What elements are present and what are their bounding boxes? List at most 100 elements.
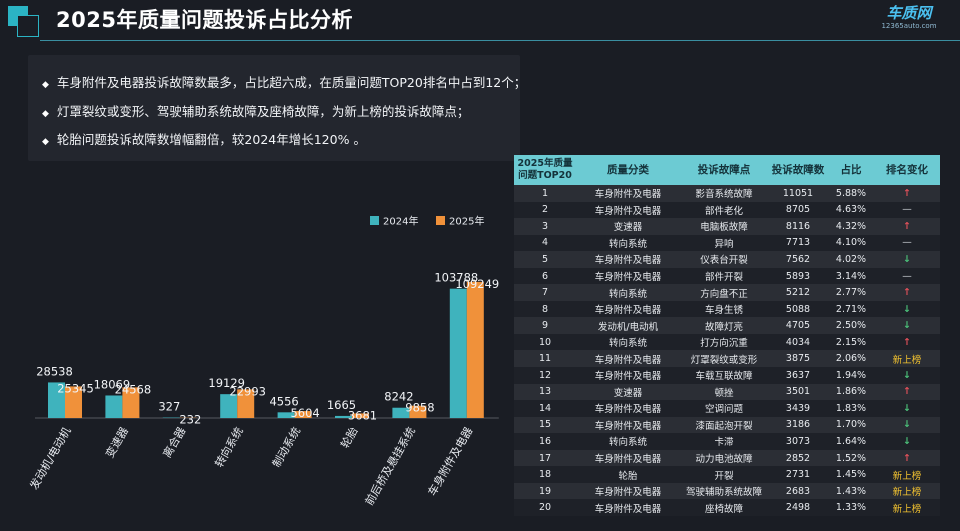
cell-rank: 14 (514, 400, 576, 417)
cell-category: 车身附件及电器 (576, 350, 680, 368)
cell-rank: 9 (514, 317, 576, 334)
cell-count: 3073 (768, 433, 828, 450)
cell-category: 转向系统 (576, 333, 680, 351)
cell-fault: 部件老化 (680, 201, 768, 219)
data-label-2024: 19129 (208, 376, 245, 390)
cell-rank: 5 (514, 251, 576, 268)
data-label-2025: 9858 (405, 401, 434, 415)
header-divider (40, 40, 960, 41)
data-label-2024: 327 (158, 400, 180, 414)
cell-fault: 顿挫 (680, 383, 768, 401)
table-row: 7 转向系统 方向盘不正 5212 2.77% ↑ (514, 284, 940, 301)
bar-2024 (392, 407, 410, 418)
cell-count: 7562 (768, 251, 828, 268)
category-tick-label: 转向系统 (212, 425, 246, 470)
cell-share: 2.15% (828, 333, 874, 351)
cell-fault: 电脑板故障 (680, 218, 768, 235)
legend-swatch (370, 216, 379, 225)
bar-2024 (449, 288, 467, 418)
legend-label: 2025年 (449, 215, 484, 228)
table-row: 13 变速器 顿挫 3501 1.86% ↑ (514, 383, 940, 401)
bar-2024 (48, 382, 65, 418)
bar-2025 (65, 386, 82, 418)
table-row: 17 车身附件及电器 动力电池故障 2852 1.52% ↑ (514, 449, 940, 467)
column-header-fault: 投诉故障点 (680, 155, 768, 185)
cell-share: 1.45% (828, 466, 874, 483)
cell-share: 1.43% (828, 482, 874, 500)
rank-down-icon: ↓ (903, 369, 911, 381)
data-label-2024: 1665 (327, 398, 356, 412)
rank-down-icon: ↓ (903, 435, 911, 447)
data-label-2025: 109249 (455, 277, 499, 291)
cell-rank: 2 (514, 201, 576, 219)
bar-2025 (122, 387, 140, 418)
cell-share: 1.64% (828, 433, 874, 450)
cell-rank: 11 (514, 350, 576, 368)
category-tick-label: 前后桥及悬挂系统 (362, 425, 418, 508)
category-tick-label: 发动机/电动机 (27, 425, 74, 492)
rank-up-icon: ↑ (903, 336, 911, 348)
cell-category: 转向系统 (576, 433, 680, 450)
cell-rank-change: — (874, 267, 940, 285)
cell-category: 转向系统 (576, 284, 680, 301)
cell-count: 8116 (768, 218, 828, 235)
cell-rank-change: ↓ (874, 400, 940, 417)
cell-rank-change: ↓ (874, 251, 940, 268)
table-row: 1 车身附件及电器 影音系统故障 11051 5.88% ↑ (514, 185, 940, 202)
cell-share: 2.06% (828, 350, 874, 368)
cell-rank: 8 (514, 300, 576, 318)
bullet-diamond-icon: ◆ (42, 137, 49, 147)
cell-rank-change: 新上榜 (874, 499, 940, 516)
cell-rank-change: — (874, 201, 940, 219)
rank-down-icon: ↓ (903, 419, 911, 431)
column-header-count: 投诉故障数 (768, 155, 828, 185)
cell-fault: 动力电池故障 (680, 449, 768, 467)
cell-fault: 异响 (680, 234, 768, 252)
cell-rank: 1 (514, 185, 576, 202)
column-header-change: 排名变化 (874, 155, 940, 185)
cell-category: 转向系统 (576, 234, 680, 252)
category-tick-label: 离合器 (160, 425, 189, 461)
cell-share: 5.88% (828, 185, 874, 202)
cell-category: 变速器 (576, 218, 680, 235)
rank-down-icon: ↓ (903, 402, 911, 414)
cell-share: 4.10% (828, 234, 874, 252)
table-row: 18 轮胎 开裂 2731 1.45% 新上榜 (514, 466, 940, 483)
table-row: 4 转向系统 异响 7713 4.10% — (514, 234, 940, 252)
rank-down-icon: ↓ (903, 253, 911, 265)
table-row: 2 车身附件及电器 部件老化 8705 4.63% — (514, 201, 940, 219)
cell-fault: 漆面起泡开裂 (680, 416, 768, 434)
data-label-2024: 8242 (384, 390, 413, 404)
cell-fault: 座椅故障 (680, 499, 768, 516)
cell-fault: 影音系统故障 (680, 185, 768, 202)
cell-category: 轮胎 (576, 466, 680, 483)
bar-2025 (352, 413, 369, 418)
cell-fault: 空调问题 (680, 400, 768, 417)
legend-label: 2024年 (383, 215, 418, 228)
data-label-2025: 24568 (115, 382, 152, 396)
bar-2024 (105, 395, 123, 418)
table-row: 9 发动机/电动机 故障灯亮 4705 2.50% ↓ (514, 317, 940, 334)
cell-rank-change: 新上榜 (874, 482, 940, 500)
table-row: 12 车身附件及电器 车载互联故障 3637 1.94% ↓ (514, 367, 940, 384)
table-header-row: 2025年质量问题TOP20 质量分类 投诉故障点 投诉故障数 占比 排名变化 (514, 155, 940, 185)
cell-rank: 18 (514, 466, 576, 483)
bar-2024 (277, 412, 295, 418)
data-label-2025: 22993 (229, 384, 266, 398)
data-label-2024: 103788 (434, 271, 478, 285)
bar-2025 (409, 405, 427, 418)
cell-category: 车身附件及电器 (576, 400, 680, 417)
header: 2025年质量问题投诉占比分析 车质网 12365auto.com (0, 0, 960, 40)
cell-count: 3501 (768, 383, 828, 401)
cell-rank-change: ↑ (874, 333, 940, 351)
bullet-diamond-icon: ◆ (42, 109, 49, 119)
table-row: 19 车身附件及电器 驾驶辅助系统故障 2683 1.43% 新上榜 (514, 482, 940, 500)
cell-category: 发动机/电动机 (576, 317, 680, 334)
cell-count: 7713 (768, 234, 828, 252)
rank-up-icon: ↑ (903, 386, 911, 398)
cell-rank-change: ↑ (874, 383, 940, 401)
cell-rank-change: ↓ (874, 433, 940, 450)
bar-2024 (220, 394, 238, 418)
cell-category: 变速器 (576, 383, 680, 401)
data-label-2024: 4556 (269, 394, 298, 408)
